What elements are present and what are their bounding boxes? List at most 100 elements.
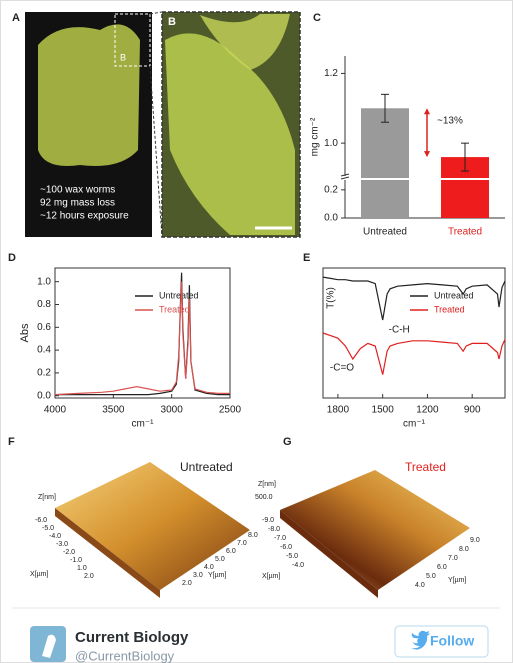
- plastic: [165, 33, 295, 236]
- axis-tick-label: 1.0: [77, 565, 87, 572]
- surface-title: Treated: [405, 460, 446, 474]
- x-tick-label: 4000: [44, 405, 67, 416]
- axis-label: Y[µm]: [448, 577, 466, 584]
- afm-side: [55, 508, 160, 598]
- axis-tick-label: 7.0: [237, 540, 247, 547]
- afm-side: [280, 510, 378, 598]
- connector: [149, 11, 163, 15]
- y-axis-label: mg cm⁻²: [310, 117, 321, 156]
- axis-break-mark: [340, 173, 350, 177]
- axis-tick-label: 4.0: [415, 582, 425, 589]
- x-tick-label: 1500: [372, 405, 395, 416]
- axis-tick-label: 8.0: [248, 532, 258, 539]
- annotation: ~13%: [437, 115, 463, 126]
- panel-label: A: [12, 12, 20, 24]
- annotation: -C=O: [330, 363, 354, 374]
- x-tick-label: Treated: [448, 227, 482, 238]
- caption: 92 mg mass loss: [40, 198, 115, 209]
- axis-tick-label: 5.0: [426, 573, 436, 580]
- y-tick-label: 1.0: [37, 276, 51, 287]
- y-tick-label: 0.4: [37, 345, 51, 356]
- axis-tick-label: 7.0: [448, 555, 458, 562]
- plastic: [200, 14, 290, 70]
- x-axis-label: cm⁻¹: [132, 419, 155, 430]
- axis-tick-label: 4.0: [204, 564, 214, 571]
- afm-surface: [55, 462, 250, 590]
- bar-break: [441, 178, 489, 180]
- legend-label: Untreated: [159, 290, 199, 300]
- axis-tick-label: -6.0: [280, 544, 292, 551]
- axis-label: X[µm]: [262, 573, 280, 580]
- y-tick-label: 0.0: [37, 390, 51, 401]
- caption: ~12 hours exposure: [40, 211, 129, 222]
- panel-label: D: [8, 252, 16, 264]
- panel-label: B: [168, 16, 176, 28]
- axis-tick-label: 5.0: [215, 556, 225, 563]
- x-tick-label: 1200: [416, 405, 439, 416]
- arrow-head: [424, 108, 430, 158]
- caption: ~100 wax worms: [40, 185, 115, 196]
- legend-label: Treated: [159, 304, 190, 314]
- axis-tick-label: 3.0: [193, 572, 203, 579]
- bar-break: [361, 178, 409, 180]
- x-axis-label: cm⁻¹: [403, 419, 426, 430]
- surface-title: Untreated: [180, 460, 233, 474]
- y-tick-label: 0.2: [37, 368, 51, 379]
- follow-label[interactable]: Follow: [430, 633, 474, 649]
- y-axis-label: Abs: [19, 323, 31, 342]
- worm-bag: [38, 24, 140, 166]
- panel-label: E: [303, 252, 310, 264]
- y-axis-label: T(%): [326, 287, 337, 309]
- axis-tick-label: -8.0: [268, 526, 280, 533]
- x-tick-label: 3000: [161, 405, 184, 416]
- axis-tick-label: -4.0: [292, 562, 304, 569]
- y-tick-label: 0.8: [37, 299, 51, 310]
- annotation: -C-H: [389, 325, 410, 336]
- x-tick-label: 3500: [102, 405, 125, 416]
- axis-tick-label: -2.0: [63, 549, 75, 556]
- afm-surface: [280, 470, 470, 590]
- twitter-bird: [411, 630, 430, 650]
- panel-label: F: [8, 436, 15, 448]
- axis-tick-label: -5.0: [42, 525, 54, 532]
- axis-tick-label: -5.0: [286, 553, 298, 560]
- avatar-icon: [42, 634, 56, 658]
- account-name[interactable]: Current Biology: [75, 629, 189, 646]
- y-tick-label: 0.6: [37, 322, 51, 333]
- axis-tick-label: 2.0: [84, 573, 94, 580]
- axis-tick-label: 9.0: [470, 537, 480, 544]
- x-tick-label: Untreated: [363, 227, 407, 238]
- y-tick-label: 0.0: [324, 213, 338, 224]
- axis-tick-label: 2.0: [182, 580, 192, 587]
- axis-tick-label: -1.0: [70, 557, 82, 564]
- series-line: [322, 332, 506, 375]
- axis-break-mark: [340, 176, 350, 180]
- series-line: [54, 281, 230, 396]
- x-tick-label: 900: [464, 405, 481, 416]
- panel-label: C: [313, 12, 321, 24]
- bar: [361, 108, 409, 218]
- axis-tick-label: -3.0: [56, 541, 68, 548]
- legend-label: Untreated: [434, 290, 474, 300]
- axis-tick-label: -6.0: [35, 517, 47, 524]
- axis-label: Y[µm]: [208, 572, 226, 579]
- series-line: [322, 276, 506, 321]
- y-tick-label: 1.2: [324, 68, 338, 79]
- axis-tick-label: -4.0: [49, 533, 61, 540]
- y-tick-label: 1.0: [324, 138, 338, 149]
- x-tick-label: 1800: [327, 405, 350, 416]
- axis-label: Z[nm]: [38, 494, 56, 501]
- axis-label: X[µm]: [30, 571, 48, 578]
- connector: [149, 65, 163, 238]
- dashed-frame: [161, 11, 301, 238]
- x-tick-label: 2500: [219, 405, 242, 416]
- axis-tick-label: 6.0: [226, 548, 236, 555]
- axis-tick-label: 8.0: [459, 546, 469, 553]
- plot-frame: [54, 267, 231, 399]
- account-handle[interactable]: @CurrentBiology: [75, 648, 175, 663]
- axis-tick-label: 500.0: [255, 494, 273, 501]
- inset-label: B: [120, 52, 126, 62]
- axis-tick-label: -7.0: [274, 535, 286, 542]
